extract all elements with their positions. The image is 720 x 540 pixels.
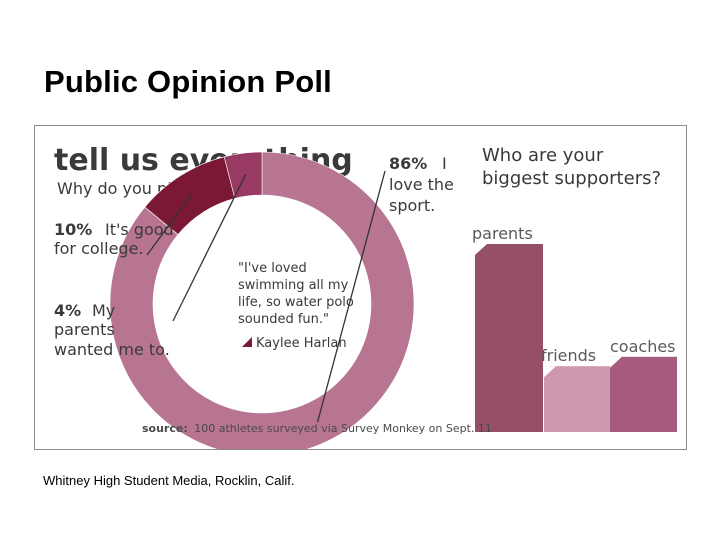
slice-text: love the [389, 175, 454, 194]
infographic-svg: tell us everything Why do you play? "I'v… [54, 143, 677, 449]
slice-text: I [442, 154, 447, 173]
slice-label-86: 86% I love the sport. [389, 154, 454, 215]
slice-text: It's good [105, 220, 174, 239]
bar-notch [610, 356, 622, 368]
quote-line: sounded fun." [238, 312, 329, 327]
slice-pct: 4% [54, 301, 81, 320]
bar-question: Who are your biggest supporters? [482, 145, 661, 189]
slice-parents [223, 151, 263, 199]
leader-line [316, 170, 386, 423]
source-label: source: [142, 422, 188, 435]
slide-title: Public Opinion Poll [44, 64, 332, 99]
source-text: 100 athletes surveyed via Survey Monkey … [194, 422, 492, 435]
slide-caption: Whitney High Student Media, Rocklin, Cal… [43, 473, 295, 488]
bar-label-parents: parents [472, 224, 533, 243]
slice-text: My [92, 301, 115, 320]
slice-text: parents [54, 320, 115, 339]
quote-line: swimming all my [238, 278, 349, 293]
svg-text:source: 100 athletes s: source: 100 athletes surveyed via Survey… [142, 422, 492, 435]
quote-author: Kaylee Harlan [256, 336, 347, 351]
donut-chart [109, 151, 415, 449]
slice-text: wanted me to. [54, 340, 170, 359]
bar-friends [544, 366, 610, 432]
bar-notch [544, 366, 556, 378]
bar-label-coaches: coaches [610, 337, 676, 356]
quote-marker-icon [242, 337, 252, 347]
pie-quote: "I've loved swimming all my life, so wat… [238, 261, 354, 351]
leader-line [172, 174, 247, 322]
quote-line: life, so water polo [238, 295, 354, 310]
slice-text: for college. [54, 239, 144, 258]
source-line: source: 100 athletes surveyed via Survey… [142, 422, 492, 435]
bar-question-line: Who are your [482, 145, 604, 166]
quote-line: "I've loved [238, 261, 307, 276]
slice-label-4: 4% My parents wanted me to. [54, 301, 170, 359]
slice-text: sport. [389, 196, 435, 215]
bar-notch [475, 244, 487, 255]
leader-line [146, 193, 193, 256]
bar-coaches [610, 356, 677, 432]
slice-pct: 10% [54, 220, 92, 239]
bar-question-line: biggest supporters? [482, 168, 661, 189]
slice-love-sport [109, 151, 415, 449]
bar-parents [475, 244, 543, 432]
slice-label-10: 10% It's good for college. [54, 220, 174, 258]
slice-pct: 86% [389, 154, 427, 173]
bar-label-friends: friends [541, 346, 596, 365]
infographic: tell us everything Why do you play? "I'v… [34, 125, 687, 450]
bar-chart: parents friends coaches [472, 224, 677, 432]
